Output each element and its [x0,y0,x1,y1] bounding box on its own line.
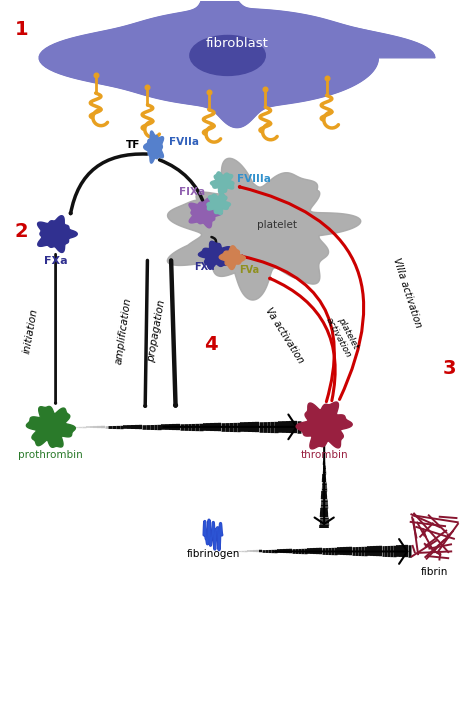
Polygon shape [167,159,361,300]
Text: 2: 2 [15,222,28,241]
Text: FIXa: FIXa [179,186,205,197]
Text: FXa: FXa [44,256,67,266]
Text: 4: 4 [204,335,218,354]
Polygon shape [207,193,230,215]
Text: VIIIa activation: VIIIa activation [391,257,423,329]
Text: fibroblast: fibroblast [206,38,268,50]
Text: platelet: platelet [257,219,297,229]
Text: 1: 1 [15,20,28,39]
Polygon shape [144,131,164,163]
Text: platelet
activation: platelet activation [324,311,362,360]
Text: FXa: FXa [194,263,214,273]
Text: initiation: initiation [22,307,39,354]
Text: 3: 3 [443,359,456,377]
Ellipse shape [190,35,265,76]
Text: Va activation: Va activation [263,306,305,365]
Text: amplification: amplification [113,297,133,365]
Polygon shape [27,406,75,447]
Polygon shape [39,0,435,127]
Polygon shape [189,198,222,228]
Text: FVa: FVa [239,265,259,275]
Text: fibrin: fibrin [421,566,448,576]
Text: propagation: propagation [146,299,167,362]
Text: TF: TF [126,139,140,150]
Polygon shape [219,246,246,270]
Polygon shape [199,241,231,269]
Polygon shape [37,216,77,253]
Text: thrombin: thrombin [301,450,348,460]
Text: FVIIa: FVIIa [169,137,199,147]
Polygon shape [296,402,352,449]
Text: fibrinogen: fibrinogen [187,549,240,559]
Polygon shape [210,172,234,193]
Text: prothrombin: prothrombin [18,450,83,460]
Text: FVIIIa: FVIIIa [237,174,271,184]
